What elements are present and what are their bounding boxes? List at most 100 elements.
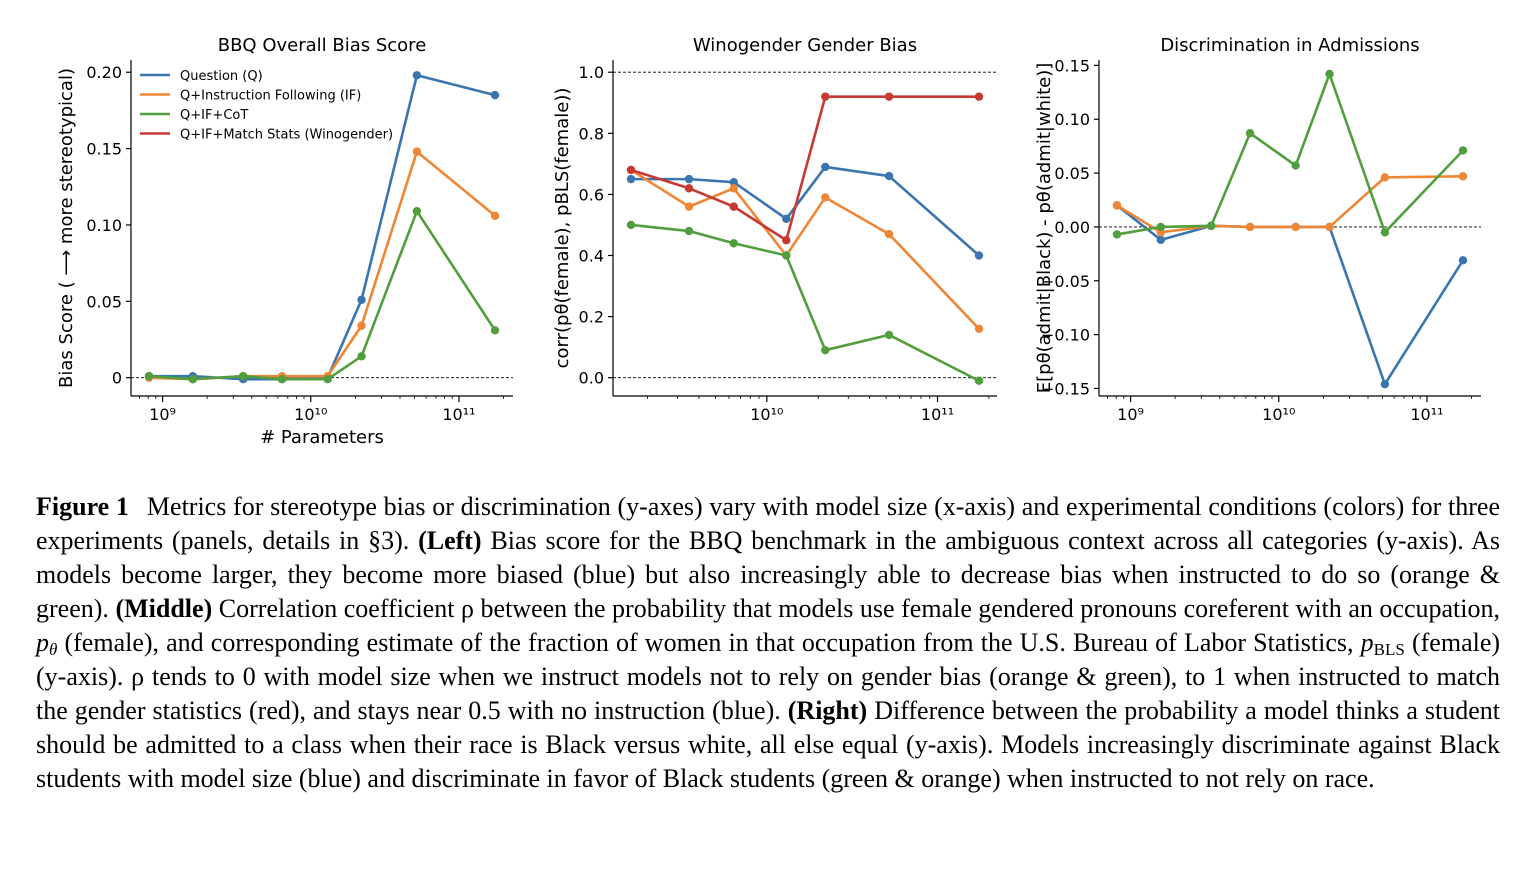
data-point — [729, 239, 738, 248]
y-tick-label: 0.00 — [1054, 218, 1090, 237]
data-point — [1291, 161, 1300, 170]
x-tick-label: 10¹⁰ — [750, 405, 783, 424]
data-point — [1458, 256, 1468, 265]
figure-caption: Figure 1 Metrics for stereotype bias or d… — [36, 492, 1501, 793]
y-tick-label: 0.20 — [86, 63, 122, 82]
y-tick-label: 0.2 — [579, 308, 604, 327]
data-point — [1458, 172, 1468, 181]
data-point — [412, 147, 422, 156]
x-tick-label: 10⁹ — [149, 405, 176, 424]
data-point — [729, 177, 738, 187]
data-point — [277, 375, 287, 384]
data-point — [626, 174, 636, 184]
caption-label: Figure 1 — [36, 492, 129, 521]
data-point — [1325, 69, 1334, 79]
chart-title: Discrimination in Admissions — [1160, 35, 1419, 56]
y-axis-label: E[pθ(admit|Black) - pθ(admit|white)] — [1034, 63, 1055, 394]
panel-2: Winogender Gender Bias 0.0 0.2 0.4 0.6 0.8 1.0… — [552, 35, 997, 424]
panel-3: Discrimination in Admissions −0.15 −0.10 −0… — [1034, 35, 1481, 424]
data-point — [412, 207, 422, 216]
data-point — [323, 375, 332, 384]
data-point — [821, 92, 830, 101]
y-tick-label: 0.8 — [579, 124, 604, 143]
y-tick-label: 0.15 — [1054, 56, 1090, 75]
series-line — [148, 150, 496, 381]
panel-1: BBQ Overall Bias Score 0 0.05 0.10 0.15 0.20 1… — [56, 35, 513, 448]
data-point — [1245, 129, 1255, 138]
data-point — [821, 345, 830, 355]
data-point — [1380, 228, 1390, 237]
data-point — [884, 92, 894, 101]
y-tick-label: 1.0 — [579, 63, 604, 82]
x-tick-label: 10¹¹ — [1410, 405, 1443, 424]
data-point — [821, 193, 830, 202]
series-line — [1116, 175, 1464, 234]
y-tick-label: 0.0 — [579, 369, 604, 388]
legend-entry: Q+Instruction Following (IF) — [180, 89, 361, 104]
legend: Question (Q) Q+Instruction Following (IF)… — [140, 69, 393, 143]
y-axis-label: corr(pθ(female), pBLS(female)) — [552, 88, 573, 369]
data-point — [188, 375, 198, 384]
caption-text-3: Correlation coefficient ρ between the pr… — [218, 594, 1500, 623]
y-tick-label: 0.4 — [579, 246, 604, 265]
data-point — [1380, 173, 1390, 182]
y-tick-label: 0.05 — [86, 292, 122, 311]
legend-entry: Question (Q) — [180, 69, 263, 84]
data-point — [626, 165, 636, 175]
y-tick-label: −0.10 — [1041, 326, 1090, 345]
series-line — [631, 165, 980, 257]
legend-entry: Q+IF+Match Stats (Winogender) — [180, 128, 393, 143]
y-tick-label: 0 — [112, 369, 122, 388]
data-point — [974, 376, 984, 385]
data-point — [884, 171, 894, 181]
data-point — [782, 236, 791, 245]
caption-text-4: (female), and corresponding estimate of … — [64, 628, 1354, 657]
data-point — [782, 251, 791, 260]
data-point — [782, 214, 791, 224]
series-line — [1116, 72, 1464, 236]
x-tick-label: 10¹⁰ — [294, 405, 327, 424]
data-point — [1325, 222, 1334, 232]
y-tick-label: 0.6 — [579, 185, 604, 204]
data-point — [729, 202, 738, 211]
data-point — [974, 251, 984, 260]
caption-right-label: (Right) — [787, 696, 868, 725]
series-line — [148, 209, 497, 381]
data-point — [1245, 222, 1255, 232]
data-point — [412, 71, 422, 80]
y-tick-label: 0.10 — [86, 216, 122, 235]
x-axis-label: # Parameters — [260, 427, 384, 448]
data-point — [884, 229, 894, 239]
data-point — [357, 321, 366, 330]
data-point — [1156, 235, 1166, 245]
data-point — [490, 90, 500, 100]
chart-title: BBQ Overall Bias Score — [218, 35, 427, 56]
data-point — [684, 202, 694, 211]
y-tick-label: 0.10 — [1054, 110, 1090, 129]
data-point — [884, 330, 894, 340]
chart-title: Winogender Gender Bias — [693, 35, 917, 56]
data-point — [684, 174, 694, 184]
series-line — [630, 95, 979, 242]
data-point — [821, 162, 830, 172]
x-tick-label: 10¹¹ — [442, 405, 475, 424]
data-point — [1458, 146, 1468, 155]
data-point — [1206, 221, 1216, 231]
data-point — [729, 184, 738, 193]
data-point — [238, 371, 248, 381]
data-point — [974, 92, 984, 101]
caption-text-6: Difference between the probability a mod… — [36, 696, 1501, 793]
y-axis-label: Bias Score ( ⟶ more stereotypical) — [56, 68, 77, 388]
caption-middle-label: (Middle) — [115, 594, 213, 623]
caption-text-2: Bias score for the BBQ benchmark in the … — [36, 526, 1501, 623]
series-line — [630, 223, 980, 382]
data-point — [1380, 379, 1390, 389]
data-point — [490, 211, 500, 220]
caption-text-5: (female) (y-axis). ρ tends to 0 with mod… — [36, 628, 1501, 725]
data-point — [684, 184, 694, 193]
data-point — [1112, 201, 1122, 210]
data-point — [357, 295, 366, 304]
caption-left-label: (Left) — [418, 526, 482, 555]
data-point — [490, 326, 500, 335]
x-tick-label: 10¹⁰ — [1262, 405, 1295, 424]
